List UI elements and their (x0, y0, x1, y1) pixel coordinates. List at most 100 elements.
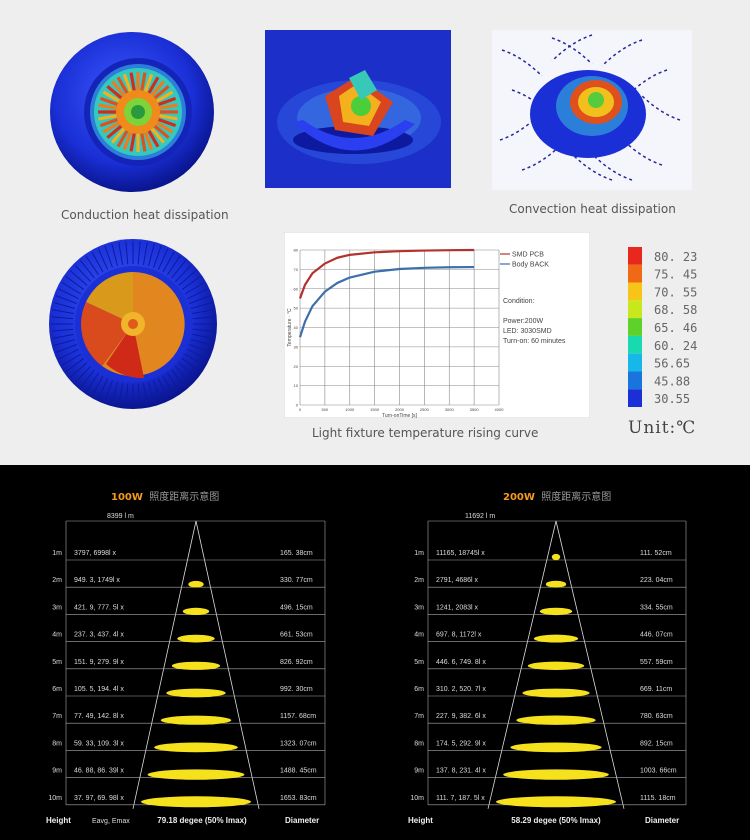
y-tick-label: 40 (294, 325, 299, 330)
housing-rib (65, 358, 85, 373)
diameter-value: 165. 38cm (280, 550, 313, 557)
x-tick-label: 500 (322, 407, 329, 412)
housing-rib (191, 309, 214, 315)
power-label: 100W (111, 492, 143, 503)
beam-edge-left (132, 520, 197, 809)
housing-rib (111, 243, 118, 267)
condition-note: Power:200W (503, 318, 543, 325)
airflow-arrow (501, 49, 543, 77)
diameter-value: 1157. 68cm (280, 713, 316, 720)
housing-rib (125, 383, 129, 407)
illuminance-value: 421. 9, 777. 5l x (74, 604, 124, 611)
scale-value: 68. 58 (654, 303, 697, 317)
housing-rib (52, 309, 75, 315)
heatsink-fin (149, 126, 165, 144)
housing-rib (58, 288, 79, 300)
heatsink-fin (98, 113, 119, 121)
diameter-value: 111. 52cm (640, 550, 672, 557)
diameter-value: 557. 59cm (640, 659, 673, 666)
housing-rib (189, 344, 211, 353)
height-label: 6m (52, 686, 62, 693)
housing-rib (148, 243, 155, 267)
height-label: 7m (414, 713, 424, 720)
housing-rib (187, 288, 208, 300)
height-label: 7m (52, 713, 62, 720)
housing-rib (181, 275, 201, 290)
illuminance-diagrams: 8399 l m 1m 3797, 6998l x 165. 38cm 2m 949. 3… (46, 513, 687, 825)
beam-angle-label: 58.29 degee (50% Imax) (511, 816, 601, 825)
diameter-value: 1003. 66cm (640, 768, 677, 775)
illuminance-value: 111. 7, 187. 5l x (436, 795, 485, 802)
light-spot (171, 661, 221, 670)
housing-rib (137, 241, 141, 265)
illuminance-value: 1241, 2083l x (436, 604, 479, 611)
diameter-value: 1115. 18cm (640, 795, 676, 802)
housing-rib (111, 381, 118, 405)
height-label: 1m (52, 550, 62, 557)
illuminance-value: 697. 8, 1172l x (436, 632, 482, 639)
conduction-side-render (265, 30, 451, 188)
diameter-value: 334. 55cm (640, 604, 673, 611)
heatsink-fin (152, 85, 170, 101)
condition-note: LED: 3030SMD (503, 328, 552, 335)
illuminance-value: 11165, 18745l x (436, 550, 485, 557)
x-tick-label: 3000 (445, 407, 455, 412)
housing-rib (157, 248, 169, 270)
diameter-value: 992. 30cm (280, 686, 313, 693)
conduction-caption: Conduction heat dissipation (61, 208, 229, 222)
airflow-arrow (601, 39, 643, 67)
housing-rib (171, 369, 187, 388)
x-tick-label: 3500 (470, 407, 480, 412)
housing-rib (74, 264, 91, 282)
x-tick-label: 1000 (345, 407, 355, 412)
housing-rib (192, 328, 215, 332)
housing-rib (104, 245, 113, 268)
airflow-arrow (571, 153, 613, 181)
housing-rib (162, 251, 175, 273)
unit-label: Unit:℃ (628, 418, 697, 438)
heatsink-fin (99, 96, 120, 107)
rising-curve-caption: Light fixture temperature rising curve (312, 426, 539, 440)
light-spot (527, 661, 585, 670)
height-footer: Height (46, 816, 71, 825)
light-spot (551, 553, 561, 561)
housing-rib (190, 302, 213, 309)
x-tick-label: 1500 (370, 407, 380, 412)
housing-rib (157, 378, 169, 400)
housing-rib (104, 380, 113, 403)
lumen-label: 11692 l m (465, 513, 495, 520)
light-spot (154, 742, 238, 753)
diameter-value: 330. 77cm (280, 577, 313, 584)
housing-rib (153, 380, 162, 403)
y-tick-label: 80 (294, 248, 299, 253)
heatsink-fin (116, 76, 130, 96)
housing-rib (190, 339, 213, 346)
light-spot (522, 688, 590, 698)
heatsink-fin (139, 72, 147, 93)
diameter-footer: Diameter (285, 816, 319, 825)
housing-rib (74, 366, 91, 384)
eavg-footer: Eavg, Emax (92, 818, 130, 825)
housing-rib (65, 275, 85, 290)
housing-rib (79, 260, 95, 279)
housing-rib (175, 264, 192, 282)
housing-rib (53, 302, 76, 309)
illuminance-value: 77. 49, 142. 8l x (74, 713, 124, 720)
heatsink-fin (157, 103, 178, 111)
height-label: 1m (414, 550, 424, 557)
heatsink-fin (152, 123, 170, 139)
housing-rib (53, 339, 76, 346)
housing-rib (148, 381, 155, 405)
color-scale: 80. 23 75. 45 70. 55 68. 58 65. 46 60. 24 56.6… (628, 247, 697, 407)
scale-swatch (628, 264, 642, 283)
scale-swatch (628, 353, 642, 372)
illuminance-value: 2791, 4686l x (436, 577, 479, 584)
housing-rib (162, 375, 175, 397)
housing-rib (125, 241, 129, 265)
airflow-arrow (551, 34, 593, 62)
illuminance-value: 37. 97, 69. 98l x (74, 795, 124, 802)
light-spot (182, 607, 210, 615)
condition-note: Turn-on: 60 minutes (503, 338, 566, 345)
y-tick-label: 30 (294, 344, 299, 349)
housing-rib (58, 348, 79, 360)
